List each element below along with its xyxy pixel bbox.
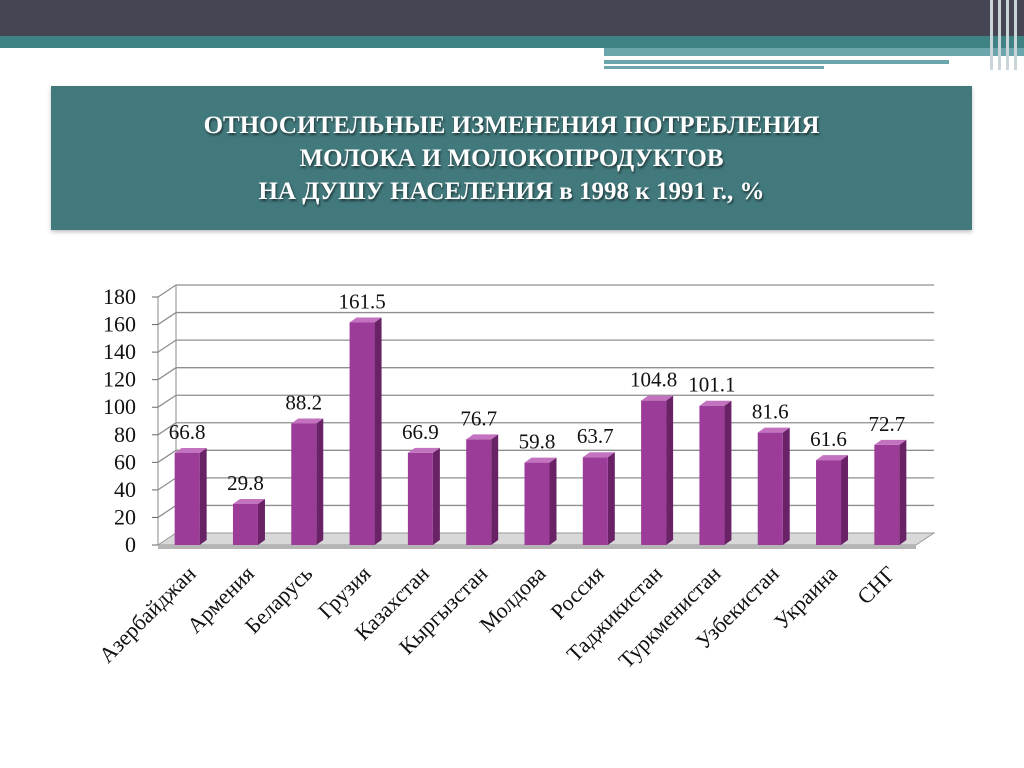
bar	[349, 322, 375, 545]
bar-top	[641, 395, 674, 401]
bar	[291, 423, 317, 545]
title-line-3: НА ДУШУ НАСЕЛЕНИЯ в 1998 к 1991 г., %	[258, 177, 765, 205]
bar-top	[524, 457, 557, 463]
bar-top	[232, 498, 265, 504]
data-label: 29.8	[227, 471, 264, 495]
title-line-2: МОЛОКА И МОЛОКОПРОДУКТОВ	[299, 144, 724, 172]
bar	[524, 462, 550, 545]
header-teal-band	[0, 36, 1024, 48]
data-label: 72.7	[868, 412, 905, 436]
bar-top	[174, 447, 207, 453]
header-stripe	[604, 48, 1024, 56]
data-label: 66.8	[169, 420, 206, 444]
bar-side	[432, 447, 440, 545]
header-dark-band	[0, 0, 1024, 36]
bar-side	[316, 418, 324, 545]
gridline	[157, 339, 934, 353]
data-label: 63.7	[577, 424, 614, 448]
bar	[699, 405, 725, 545]
bar-side	[491, 434, 499, 545]
data-label: 88.2	[285, 390, 322, 414]
bar-side	[899, 439, 907, 545]
bar-top	[466, 434, 499, 440]
category-label: Украина	[769, 561, 842, 634]
bar-top	[291, 418, 324, 424]
gridline	[157, 449, 934, 463]
bar	[466, 439, 492, 545]
category-label: Азербайджан	[94, 561, 201, 668]
bar-top	[407, 447, 440, 453]
bar	[641, 400, 667, 545]
header-stripe	[604, 60, 949, 64]
bar-top	[816, 455, 849, 461]
bar	[174, 452, 200, 545]
bar-top	[874, 439, 907, 445]
data-label: 59.8	[519, 430, 556, 454]
bar-side	[257, 498, 265, 545]
bar	[582, 457, 608, 545]
chart-floor-edge	[158, 545, 916, 549]
bar	[407, 452, 433, 545]
data-label: 81.6	[752, 400, 789, 424]
bar-side	[607, 452, 615, 545]
bar	[816, 460, 842, 545]
bar	[757, 432, 783, 545]
bar-side	[782, 427, 790, 545]
y-tick-label: 20	[114, 504, 136, 529]
data-label: 61.6	[810, 427, 847, 451]
y-tick-label: 60	[114, 449, 136, 474]
gridline	[157, 311, 934, 326]
y-tick-label: 180	[103, 284, 136, 309]
bar-side	[549, 457, 557, 545]
bar-side	[666, 395, 674, 545]
data-label: 76.7	[460, 406, 497, 430]
y-tick-label: 160	[103, 312, 136, 337]
bar	[232, 503, 258, 545]
bar	[874, 444, 900, 545]
category-label: СНГ	[852, 561, 900, 609]
y-tick-label: 120	[103, 367, 136, 392]
y-tick-label: 40	[114, 477, 136, 502]
corner-decoration	[984, 0, 1024, 70]
bar-side	[374, 317, 382, 545]
title-line-1: ОТНОСИТЕЛЬНЫЕ ИЗМЕНЕНИЯ ПОТРЕБЛЕНИЯ	[203, 111, 820, 139]
bar-side	[724, 400, 732, 545]
data-label: 101.1	[688, 373, 735, 397]
gridline	[157, 284, 934, 298]
y-tick-label: 0	[125, 532, 136, 557]
y-tick-label: 140	[103, 339, 136, 364]
bar-top	[757, 427, 790, 433]
data-label: 161.5	[338, 289, 385, 313]
data-label: 66.9	[402, 420, 439, 444]
slide-title-box: ОТНОСИТЕЛЬНЫЕ ИЗМЕНЕНИЯ ПОТРЕБЛЕНИЯ МОЛО…	[51, 86, 972, 230]
bar-side	[199, 447, 207, 545]
gridline	[157, 422, 934, 436]
gridline	[157, 367, 934, 381]
header-stripe	[604, 66, 824, 69]
gridline	[157, 394, 934, 408]
y-tick-label: 80	[114, 422, 136, 447]
bar-top	[349, 317, 382, 323]
bar-top	[582, 452, 615, 458]
bar-side	[841, 455, 849, 545]
y-tick-label: 100	[103, 394, 136, 419]
bar-layer	[174, 317, 907, 545]
data-label: 104.8	[630, 368, 677, 392]
bar-top	[699, 400, 732, 406]
